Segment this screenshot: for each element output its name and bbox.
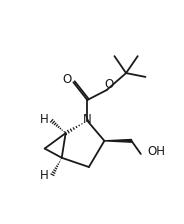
Polygon shape — [104, 140, 132, 142]
Text: N: N — [83, 113, 92, 126]
Text: OH: OH — [147, 145, 165, 158]
Text: O: O — [104, 78, 114, 91]
Text: H: H — [40, 113, 49, 126]
Text: H: H — [40, 169, 49, 182]
Text: O: O — [63, 73, 72, 86]
